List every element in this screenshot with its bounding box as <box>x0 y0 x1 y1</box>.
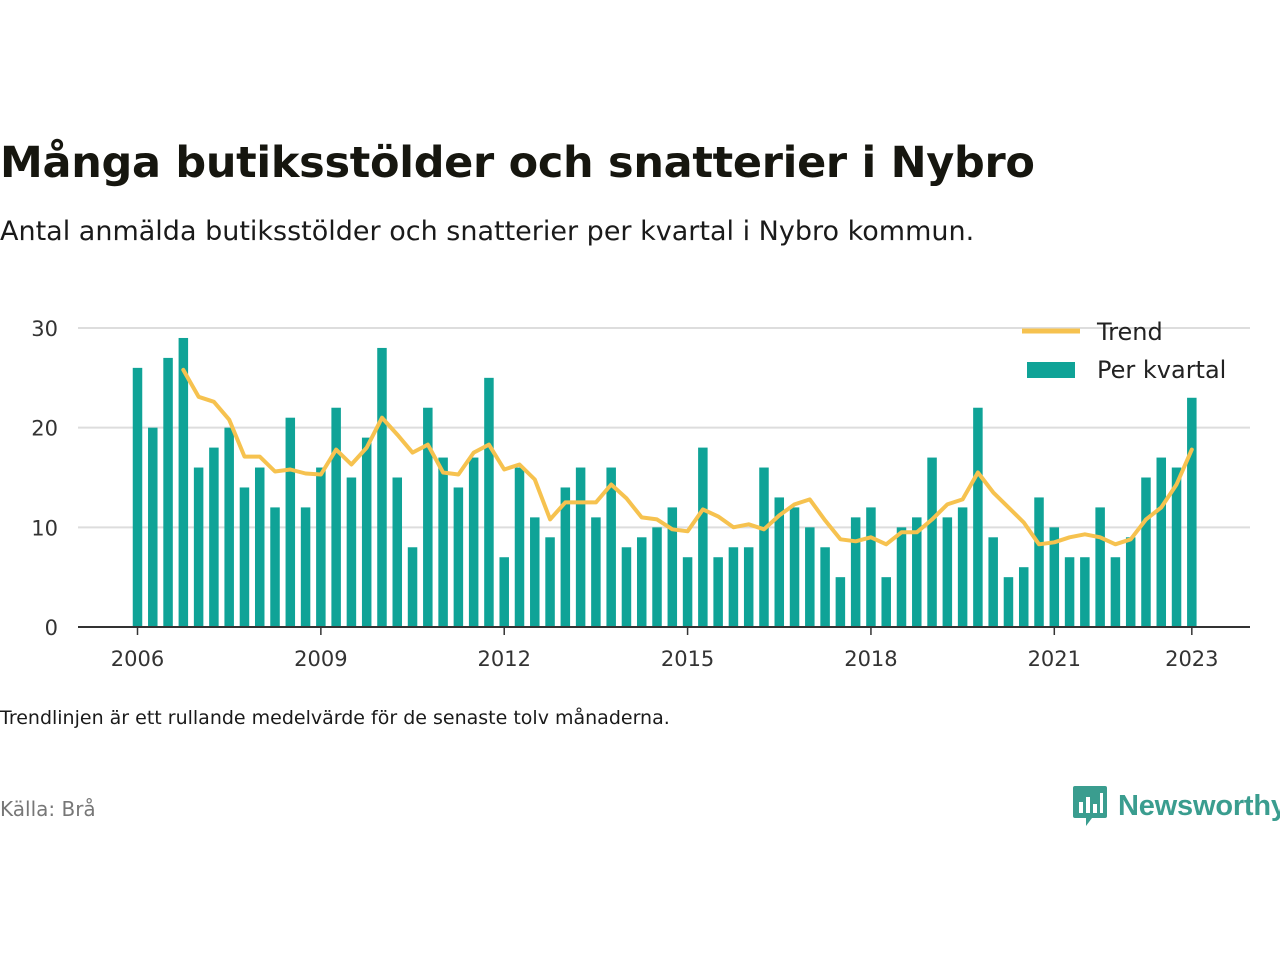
bar <box>560 487 571 627</box>
bar <box>530 517 540 627</box>
chart-title: Många butiksstölder och snatterier i Nyb… <box>0 138 1035 188</box>
x-tick-label: 2023 <box>1165 647 1218 671</box>
x-tick-label: 2021 <box>1028 647 1081 671</box>
x-tick-label: 2015 <box>661 647 714 671</box>
bar <box>163 357 173 627</box>
bar <box>254 467 265 627</box>
bar <box>1141 477 1151 627</box>
bar <box>743 547 754 627</box>
y-axis-ticks: 0 10 20 30 <box>31 317 58 640</box>
bar <box>1171 467 1182 627</box>
bar <box>575 467 586 627</box>
x-tick-label: 2018 <box>844 647 897 671</box>
bar <box>881 577 891 627</box>
bar <box>820 547 830 627</box>
bar <box>636 537 647 627</box>
bar <box>652 527 662 627</box>
bar <box>438 457 448 627</box>
bar-series-per-kvartal <box>132 337 1197 627</box>
bar <box>805 527 815 627</box>
bar <box>1049 527 1060 627</box>
bar <box>621 547 632 627</box>
bar <box>866 507 876 627</box>
bar <box>239 487 250 627</box>
grid-lines <box>78 327 1250 529</box>
bar <box>927 457 937 627</box>
bar <box>300 507 311 627</box>
bar <box>1187 397 1197 627</box>
legend-bar-label: Per kvartal <box>1097 356 1226 384</box>
bar <box>423 407 433 627</box>
bar <box>591 517 601 627</box>
bar <box>285 417 296 627</box>
y-tick-label: 10 <box>31 516 58 540</box>
bar <box>407 547 418 627</box>
y-tick-label: 30 <box>31 317 58 341</box>
bar <box>1018 567 1029 627</box>
chart-subtitle: Antal anmälda butiksstölder och snatteri… <box>0 216 975 247</box>
bar <box>774 497 785 627</box>
bar <box>209 447 219 627</box>
legend-trend-label: Trend <box>1096 318 1163 346</box>
x-tick-label: 2012 <box>477 647 530 671</box>
bar <box>178 337 189 627</box>
bar <box>1064 557 1075 627</box>
bar <box>682 557 693 627</box>
bar <box>377 347 387 627</box>
bar <box>789 507 800 627</box>
bar <box>148 427 158 627</box>
y-tick-label: 20 <box>31 417 58 441</box>
bar <box>988 537 998 627</box>
x-axis-ticks: 2006 2009 2012 2015 2018 2021 2023 <box>111 627 1219 671</box>
bar <box>484 377 494 627</box>
bar <box>346 477 357 627</box>
bar <box>1080 557 1090 627</box>
bar <box>759 467 769 627</box>
bar <box>942 517 953 627</box>
bar <box>331 407 341 627</box>
bar <box>1110 557 1121 627</box>
bar <box>973 407 983 627</box>
newsworthy-logo-icon <box>1073 786 1107 826</box>
bar <box>1003 577 1014 627</box>
source-label: Källa: Brå <box>0 797 96 821</box>
bar <box>132 367 143 627</box>
bar <box>835 577 846 627</box>
x-tick-label: 2006 <box>111 647 164 671</box>
bar <box>499 557 509 627</box>
bar <box>957 507 968 627</box>
bar <box>1156 457 1167 627</box>
bar <box>545 537 555 627</box>
bar <box>224 427 234 627</box>
brand-name: Newsworthy <box>1118 789 1280 822</box>
bar <box>728 547 739 627</box>
bar <box>1125 537 1136 627</box>
bar <box>667 507 678 627</box>
bar <box>698 447 708 627</box>
bar <box>606 467 616 627</box>
bar <box>896 527 907 627</box>
x-tick-label: 2009 <box>294 647 347 671</box>
bar <box>361 437 372 627</box>
bar <box>850 517 861 627</box>
legend-bar-swatch <box>1027 362 1075 378</box>
chart-area: 0 10 20 30 2006 2009 2012 2015 2018 2021 2023 Tre… <box>31 317 1250 671</box>
bar <box>193 467 204 627</box>
bar <box>912 517 922 627</box>
bar <box>316 467 326 627</box>
newsworthy-logo: Newsworthy <box>1072 784 1280 828</box>
bar <box>514 467 525 627</box>
bar <box>1095 507 1105 627</box>
bar <box>713 557 723 627</box>
trend-line <box>181 367 1194 547</box>
bar <box>453 487 464 627</box>
bar <box>270 507 280 627</box>
bar <box>468 457 479 627</box>
y-tick-label: 0 <box>45 616 58 640</box>
legend: Trend Per kvartal <box>1022 318 1226 384</box>
bar <box>1034 497 1044 627</box>
bar <box>392 477 403 627</box>
footnote: Trendlinjen är ett rullande medelvärde f… <box>0 707 670 729</box>
